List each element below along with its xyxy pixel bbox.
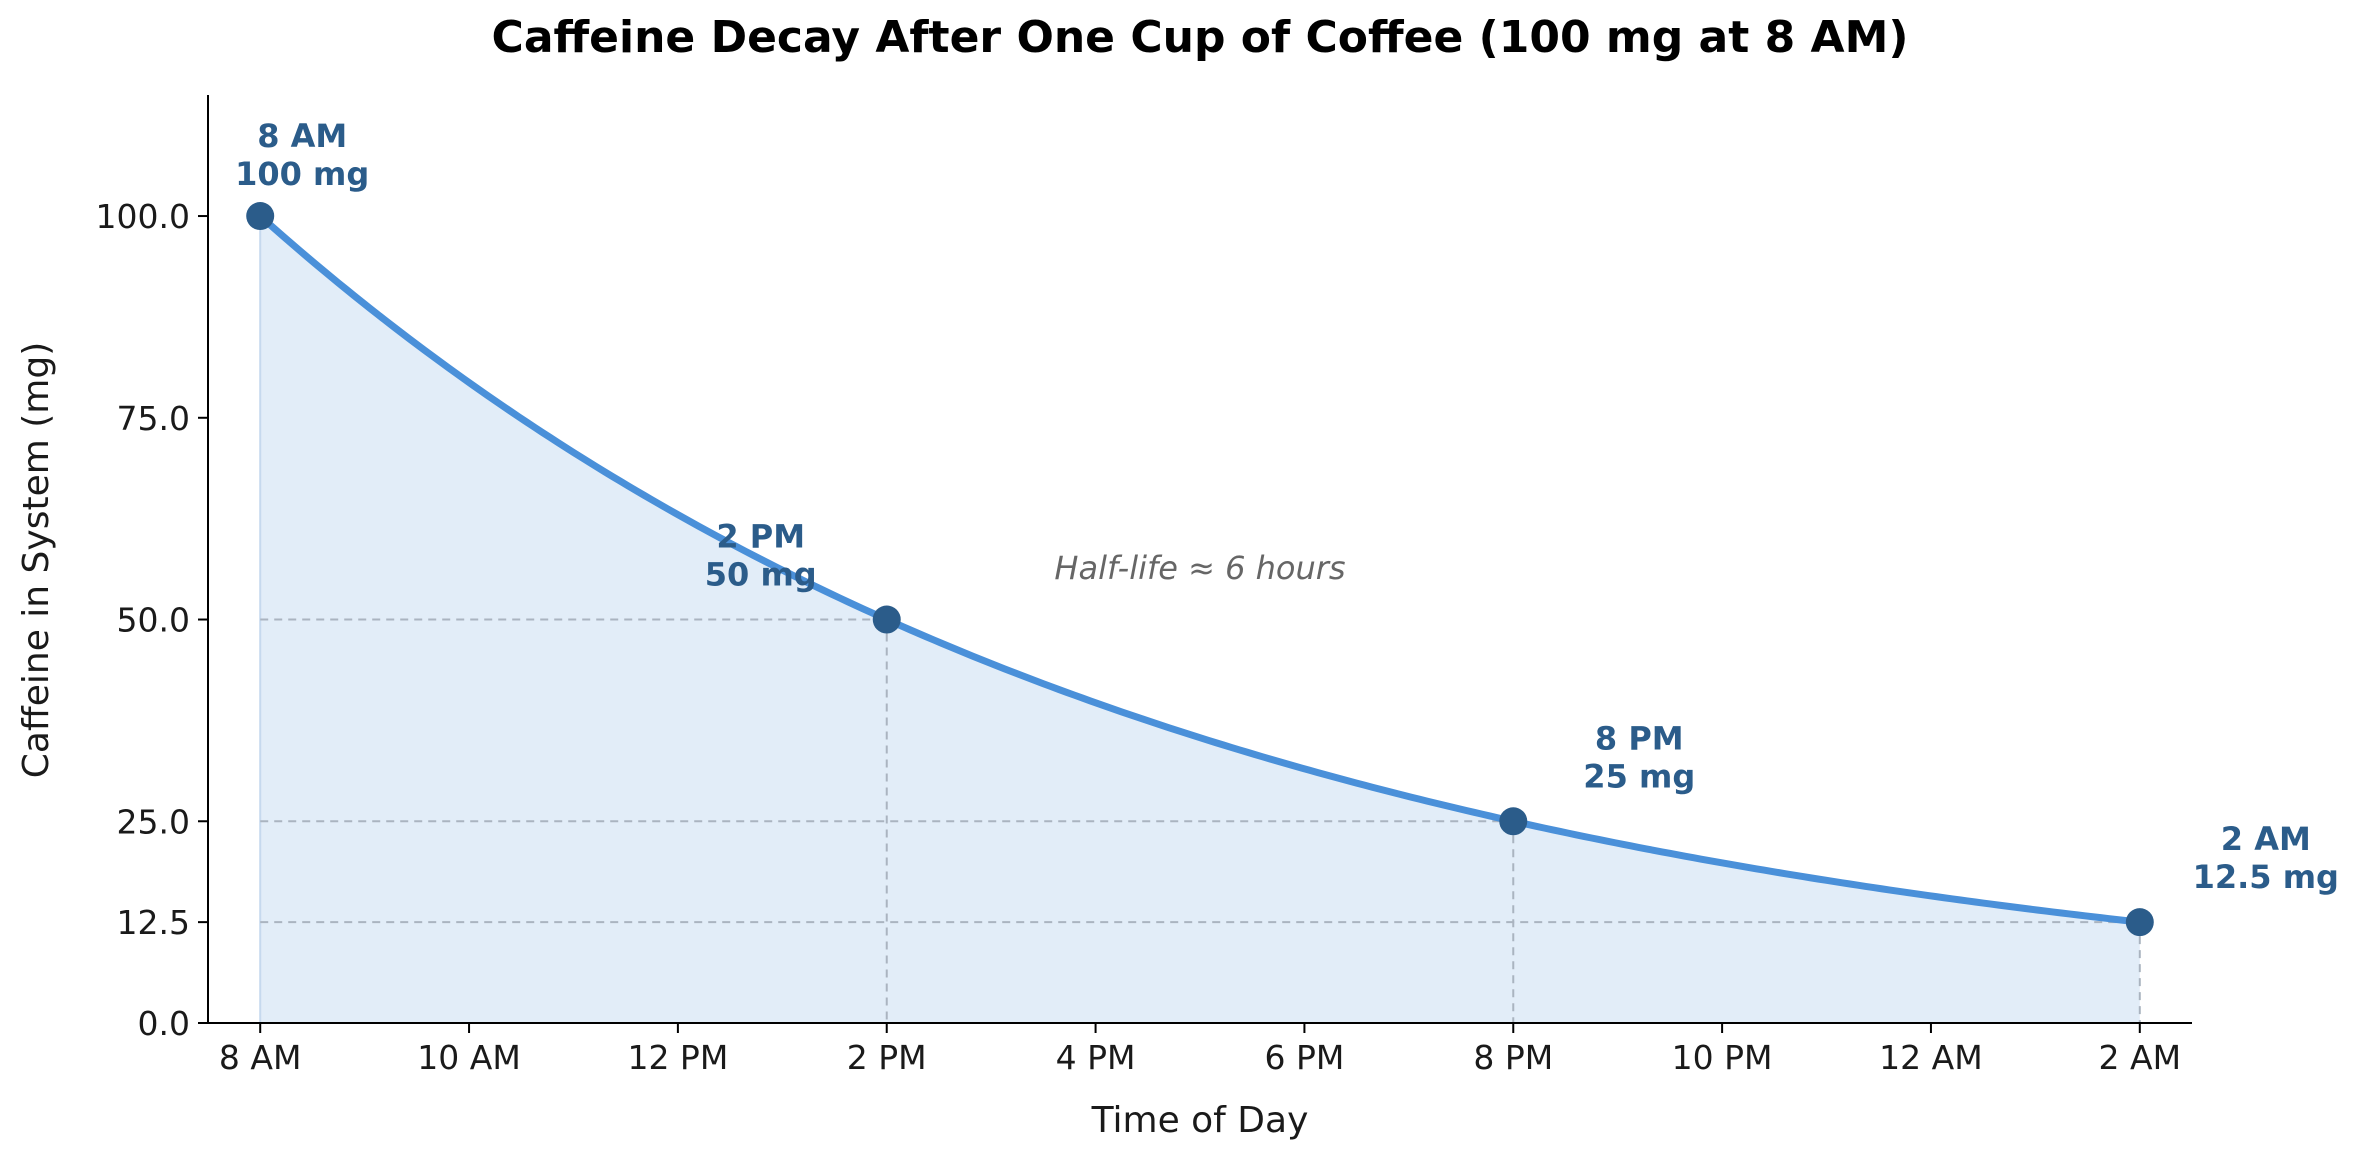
y-tick-label: 25.0 (117, 802, 190, 841)
plot-area: 8 AM 10 AM 12 PM 2 PM 4 PM 6 PM 8 PM 10 PM 12 AM… (96, 95, 2339, 1077)
data-point-marker (1499, 807, 1528, 836)
y-axis-label: Caffeine in System (mg) (16, 342, 57, 779)
x-tick-label: 2 PM (847, 1038, 927, 1077)
x-tick-label: 8 PM (1473, 1038, 1553, 1077)
data-point-label: 8 AM 100 mg (235, 117, 369, 193)
x-tick-label: 12 AM (1879, 1038, 1983, 1077)
x-tick-label: 8 AM (219, 1038, 302, 1077)
y-tick-label: 0.0 (138, 1004, 190, 1043)
x-axis-label: Time of Day (1091, 1100, 1309, 1141)
data-point-marker (2125, 908, 2154, 937)
half-life-annotation: Half-life ≈ 6 hours (1054, 549, 1345, 587)
x-tick-label: 12 PM (627, 1038, 728, 1077)
y-tick-label: 50.0 (117, 601, 190, 640)
y-tick-label: 12.5 (117, 903, 190, 942)
chart-title: Caffeine Decay After One Cup of Coffee (… (492, 12, 1909, 63)
decay-curve (256, 212, 2144, 926)
data-point-marker (246, 202, 275, 231)
x-tick-label: 10 AM (417, 1038, 521, 1077)
x-tick-label: 4 PM (1056, 1038, 1136, 1077)
y-tick-label: 75.0 (117, 399, 190, 438)
data-point-label: 2 AM 12.5 mg (2193, 820, 2339, 896)
data-point-label: 8 PM 25 mg (1583, 719, 1695, 795)
y-tick-label: 100.0 (96, 197, 190, 236)
x-tick-label: 6 PM (1264, 1038, 1344, 1077)
data-point-marker (872, 605, 901, 634)
data-point-label: 2 PM 50 mg (705, 518, 817, 594)
x-tick-label: 10 PM (1672, 1038, 1773, 1077)
x-tick-label: 2 AM (2099, 1038, 2182, 1077)
